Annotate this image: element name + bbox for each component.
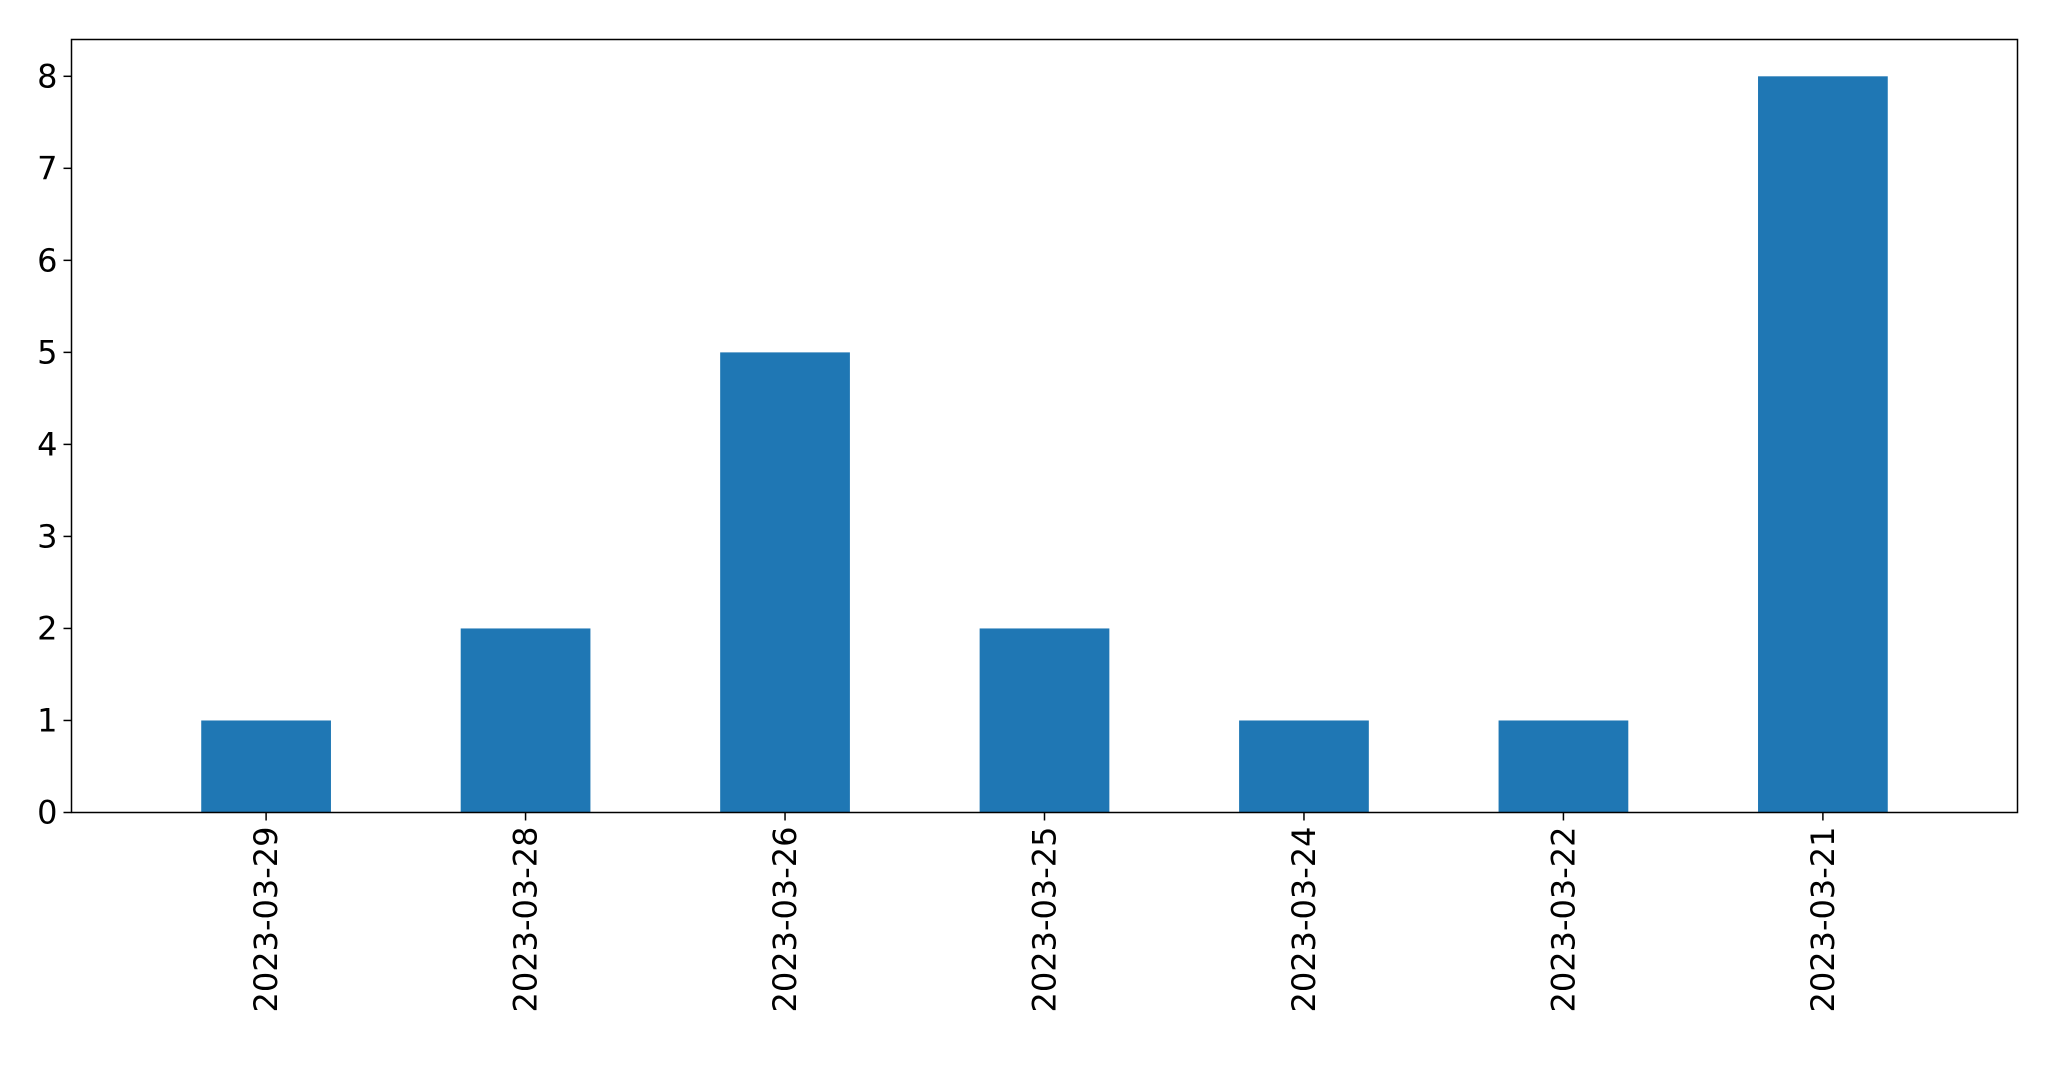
bar-2023-03-28 <box>460 628 591 813</box>
bar-2023-03-22 <box>1498 720 1629 813</box>
y-tick-label: 7 <box>37 149 57 187</box>
x-tick-label: 2023-03-21 <box>1804 827 1842 1013</box>
bar-2023-03-25 <box>979 628 1110 813</box>
x-tick-label: 2023-03-22 <box>1544 827 1582 1013</box>
y-tick-label: 4 <box>37 425 57 463</box>
bar-2023-03-26 <box>720 352 850 813</box>
y-tick-label: 0 <box>37 794 57 832</box>
bar-2023-03-21 <box>1758 76 1888 813</box>
bar-2023-03-24 <box>1239 720 1369 813</box>
bars-layer <box>201 76 1888 813</box>
bar-2023-03-29 <box>201 720 331 813</box>
y-axis: 0 1 2 3 4 5 6 7 8 <box>37 57 72 832</box>
plot-frame <box>70 38 2019 814</box>
y-tick-label: 5 <box>37 333 57 371</box>
y-tick-label: 1 <box>37 701 57 739</box>
y-tick-label: 2 <box>37 609 57 647</box>
x-axis: 2023-03-29 2023-03-28 2023-03-26 2023-03-25… <box>247 812 1842 1013</box>
x-tick-label: 2023-03-25 <box>1026 827 1064 1013</box>
x-tick-label: 2023-03-28 <box>507 827 545 1013</box>
y-tick-label: 8 <box>37 57 57 95</box>
x-tick-label: 2023-03-29 <box>247 827 285 1013</box>
x-tick-label: 2023-03-24 <box>1285 827 1323 1013</box>
y-tick-label: 6 <box>37 241 57 279</box>
x-tick-label: 2023-03-26 <box>766 827 804 1013</box>
y-tick-label: 3 <box>37 517 57 555</box>
